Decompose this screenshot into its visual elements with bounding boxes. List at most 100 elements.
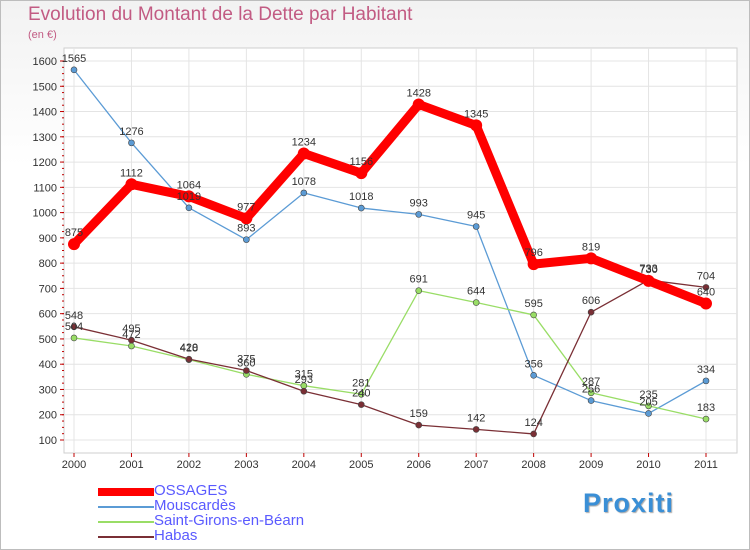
- y-tick-label: 1100: [33, 182, 57, 194]
- data-point: [128, 336, 135, 344]
- data-point: [587, 389, 595, 397]
- data-label: 733: [639, 263, 657, 275]
- data-point: [645, 410, 652, 417]
- y-tick-label: 1300: [33, 132, 57, 144]
- data-point: [470, 119, 483, 132]
- data-label: 1345: [464, 108, 488, 120]
- data-point: [530, 311, 537, 319]
- legend-swatch: [98, 506, 154, 508]
- data-point: [297, 147, 310, 160]
- data-label: 993: [410, 197, 428, 209]
- y-tick-label: 400: [39, 359, 57, 371]
- data-label: 159: [410, 408, 428, 420]
- data-label: 819: [582, 241, 600, 253]
- x-tick-label: 2001: [119, 459, 143, 471]
- data-point: [530, 372, 537, 379]
- data-point: [642, 274, 655, 287]
- plot-area: [63, 47, 738, 454]
- legend-label: Saint-Girons-en-Béarn: [154, 512, 305, 529]
- data-point: [527, 258, 540, 271]
- data-point: [70, 66, 78, 74]
- legend-label: Habas: [154, 527, 198, 544]
- data-point: [182, 190, 195, 203]
- data-point: [300, 387, 308, 395]
- proxiti-logo: Proxiti: [583, 488, 675, 518]
- data-point: [702, 377, 710, 385]
- data-point: [243, 367, 250, 374]
- data-point: [415, 211, 423, 218]
- data-label: 1428: [406, 87, 430, 99]
- data-label: 893: [237, 223, 255, 235]
- data-label: 1276: [119, 126, 143, 138]
- y-tick-label: 1600: [33, 56, 57, 68]
- x-tick-label: 2011: [694, 459, 718, 471]
- x-tick-label: 2004: [292, 459, 316, 471]
- data-label: 595: [524, 298, 542, 310]
- chart-subtitle: (en €): [28, 29, 57, 41]
- data-label: 356: [524, 358, 542, 370]
- data-label: 640: [697, 287, 715, 299]
- data-label: 644: [467, 286, 485, 298]
- data-label: 418: [180, 343, 198, 355]
- data-point: [702, 284, 710, 291]
- x-tick-label: 2002: [177, 459, 201, 471]
- data-label: 281: [352, 377, 370, 389]
- legend-swatch: [98, 521, 154, 523]
- series-line: [69, 99, 711, 309]
- data-label: 420: [180, 342, 198, 354]
- y-tick-label: 100: [39, 435, 57, 447]
- x-tick-label: 2005: [349, 459, 373, 471]
- legend-label: OSSAGES: [154, 482, 228, 499]
- data-label: 472: [122, 329, 140, 341]
- data-point: [300, 189, 308, 197]
- y-tick-label: 1400: [33, 107, 57, 119]
- x-tick-label: 2008: [521, 459, 545, 471]
- x-tick-label: 2006: [406, 459, 430, 471]
- legend-label: Mouscardès: [154, 497, 236, 514]
- series-line: [73, 290, 707, 420]
- data-label: 977: [237, 201, 255, 213]
- data-point: [357, 390, 365, 398]
- x-tick-label: 2007: [464, 459, 488, 471]
- data-point: [412, 98, 425, 111]
- data-label: 375: [237, 354, 255, 366]
- x-tick-label: 2000: [62, 459, 86, 471]
- y-tick-label: 1500: [33, 81, 57, 93]
- data-label: 796: [524, 247, 542, 259]
- data-label: 1234: [292, 136, 316, 148]
- data-point: [240, 212, 253, 225]
- data-label: 606: [582, 295, 600, 307]
- data-point: [355, 167, 368, 180]
- y-tick-label: 500: [39, 334, 57, 346]
- data-label: 240: [352, 388, 370, 400]
- data-label: 1019: [177, 191, 201, 203]
- data-point: [128, 139, 135, 147]
- x-tick-label: 2010: [636, 459, 660, 471]
- data-label: 293: [295, 374, 313, 386]
- data-point: [585, 252, 598, 265]
- data-point: [357, 401, 365, 408]
- data-point: [70, 334, 78, 342]
- data-point: [185, 204, 193, 212]
- y-tick-label: 700: [39, 283, 57, 295]
- data-label: 504: [65, 321, 83, 333]
- data-label: 730: [639, 264, 657, 276]
- data-label: 691: [410, 274, 428, 286]
- x-tick-label: 2003: [234, 459, 258, 471]
- data-point: [702, 415, 710, 423]
- legend-swatch: [98, 488, 154, 496]
- data-label: 495: [122, 323, 140, 335]
- data-point: [125, 178, 138, 191]
- data-point: [243, 236, 250, 243]
- data-label: 1064: [177, 179, 201, 191]
- data-point: [530, 430, 537, 438]
- data-label: 124: [524, 417, 542, 429]
- data-point: [645, 402, 652, 410]
- y-tick-label: 1000: [33, 208, 57, 220]
- data-label: 334: [697, 364, 715, 376]
- data-point: [415, 421, 423, 429]
- data-label: 205: [639, 396, 657, 408]
- series-line: [73, 279, 707, 435]
- y-tick-label: 300: [39, 384, 57, 396]
